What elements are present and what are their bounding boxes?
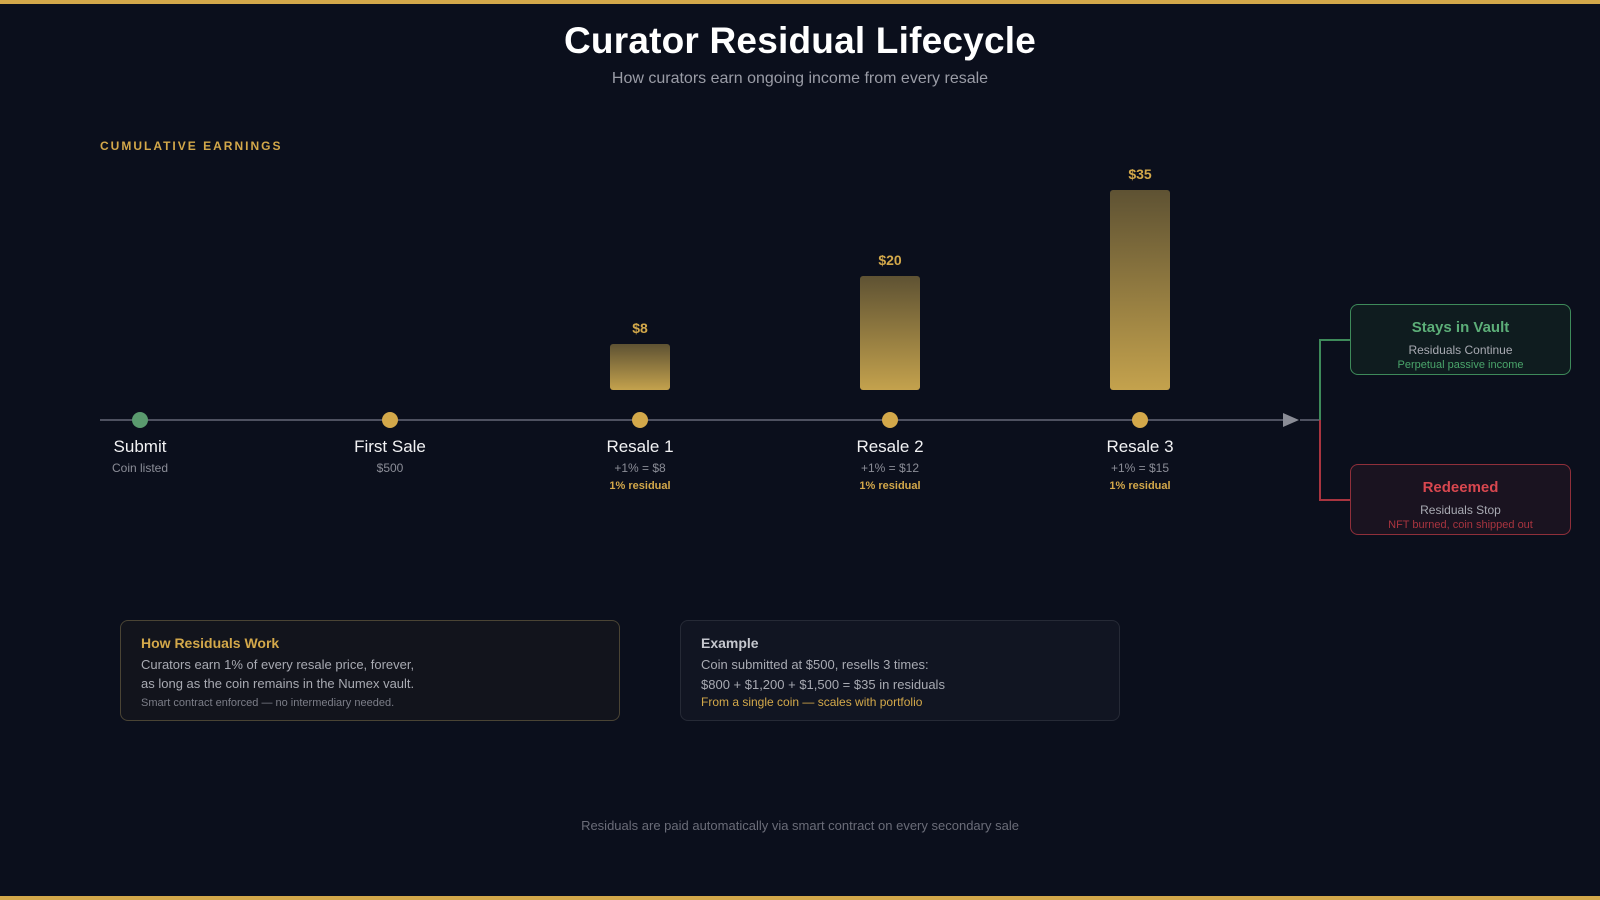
outcome-title: Stays in Vault bbox=[1411, 319, 1510, 336]
card-how-residuals-work: How Residuals Work Curators earn 1% of e… bbox=[120, 620, 620, 721]
card-note: Smart contract enforced — no intermediar… bbox=[141, 697, 395, 709]
outcome-title: Redeemed bbox=[1422, 479, 1499, 496]
stage-dot bbox=[382, 412, 398, 428]
card-text-line: Curators earn 1% of every resale price, … bbox=[141, 657, 415, 672]
earnings-bar-resale-2 bbox=[860, 276, 920, 390]
stage-dot bbox=[1132, 412, 1148, 428]
timeline-arrow-icon bbox=[1283, 413, 1299, 427]
stage-detail: $500 bbox=[376, 461, 404, 475]
stage-name: Resale 1 bbox=[606, 437, 674, 456]
outcome-note: Perpetual passive income bbox=[1397, 359, 1524, 371]
card-highlight: From a single coin — scales with portfol… bbox=[701, 695, 923, 709]
stage-detail: +1% = $12 bbox=[860, 461, 920, 475]
card-text: Coin submitted at $500, resells 3 times:… bbox=[701, 655, 1099, 695]
earnings-bar-resale-1 bbox=[610, 344, 670, 390]
stage-name: Resale 3 bbox=[1106, 437, 1174, 456]
page-title: Curator Residual Lifecycle bbox=[564, 20, 1036, 61]
stage-detail: +1% = $15 bbox=[1110, 461, 1170, 475]
stage-dot bbox=[132, 412, 148, 428]
page-subtitle: How curators earn ongoing income from ev… bbox=[611, 70, 989, 87]
branch-connector-stub bbox=[1300, 419, 1321, 421]
stage-name: Resale 2 bbox=[856, 437, 924, 456]
stage-name: Submit bbox=[113, 437, 167, 456]
outcome-subtitle: Residuals Stop bbox=[1420, 503, 1501, 517]
outcome-redeemed: Redeemed Residuals Stop NFT burned, coin… bbox=[1350, 464, 1571, 535]
stage-dot bbox=[882, 412, 898, 428]
outcome-note: NFT burned, coin shipped out bbox=[1388, 519, 1533, 531]
card-text: Curators earn 1% of every resale price, … bbox=[141, 655, 599, 693]
earnings-value-resale-2: $20 bbox=[878, 252, 902, 268]
card-title: Example bbox=[701, 635, 759, 651]
stage-residual-tag: 1% residual bbox=[609, 480, 671, 492]
card-text-line: Coin submitted at $500, resells 3 times: bbox=[701, 657, 929, 672]
top-accent-rule bbox=[0, 0, 1600, 4]
branch-connector-trunk bbox=[1319, 339, 1321, 501]
branch-connector-vault bbox=[1319, 339, 1350, 341]
earnings-value-resale-1: $8 bbox=[632, 320, 648, 336]
earnings-bar-resale-3 bbox=[1110, 190, 1170, 390]
bottom-accent-rule bbox=[0, 896, 1600, 900]
section-label-cumulative-earnings: CUMULATIVE EARNINGS bbox=[100, 139, 283, 153]
stage-name: First Sale bbox=[354, 437, 426, 456]
outcome-stays-in-vault: Stays in Vault Residuals Continue Perpet… bbox=[1350, 304, 1571, 375]
timeline-line bbox=[100, 419, 1290, 421]
outcome-subtitle: Residuals Continue bbox=[1408, 343, 1513, 357]
earnings-value-resale-3: $35 bbox=[1128, 166, 1152, 182]
stage-residual-tag: 1% residual bbox=[859, 480, 921, 492]
footer-note: Residuals are paid automatically via sma… bbox=[581, 818, 1019, 833]
branch-connector-redeem bbox=[1319, 499, 1350, 501]
stage-dot bbox=[632, 412, 648, 428]
card-text-line: as long as the coin remains in the Numex… bbox=[141, 676, 415, 691]
card-title: How Residuals Work bbox=[141, 635, 280, 651]
stage-detail: Coin listed bbox=[111, 461, 169, 475]
stage-detail: +1% = $8 bbox=[614, 461, 666, 475]
card-example: Example Coin submitted at $500, resells … bbox=[680, 620, 1120, 721]
stage-residual-tag: 1% residual bbox=[1109, 480, 1171, 492]
card-text-line: $800 + $1,200 + $1,500 = $35 in residual… bbox=[701, 677, 945, 692]
